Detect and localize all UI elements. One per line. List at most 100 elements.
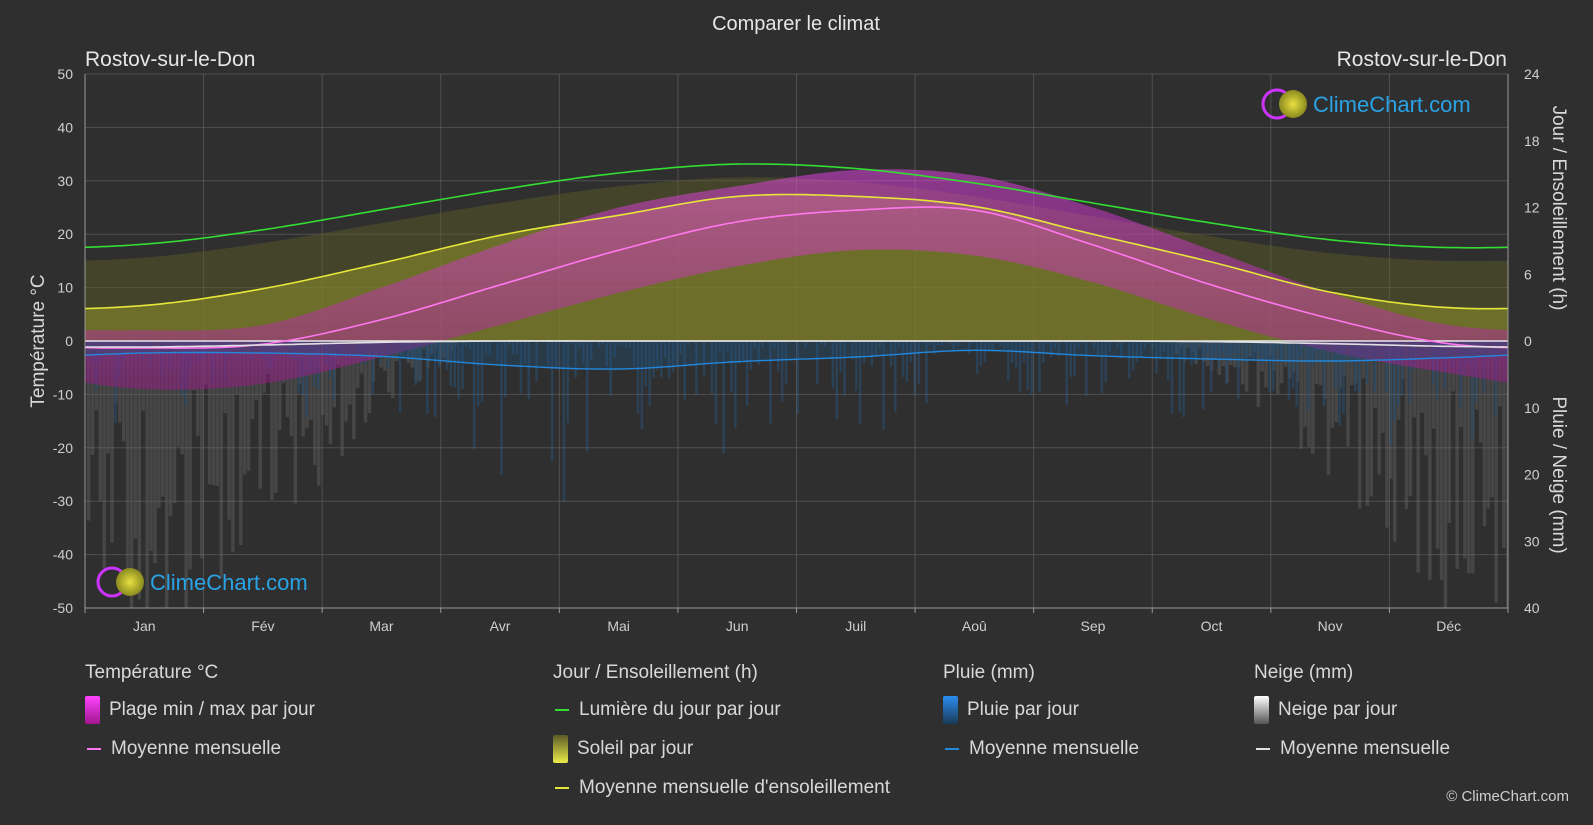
rain-day-bar xyxy=(652,341,655,378)
rain-day-bar xyxy=(1287,341,1291,400)
snow-day-bar xyxy=(270,341,274,501)
logo-text: ClimeChart.com xyxy=(150,570,308,595)
snow-day-bar xyxy=(1381,341,1385,433)
rain-day-bar xyxy=(851,341,854,360)
snow-day-bar xyxy=(168,341,173,517)
snow-day-bar xyxy=(258,341,262,489)
snow-day-bar xyxy=(164,341,169,608)
y-right-top-tick-label: 6 xyxy=(1524,266,1532,282)
snow-day-bar xyxy=(1276,341,1280,395)
rain-day-bar xyxy=(1096,341,1100,355)
rain-day-bar xyxy=(995,341,998,344)
rain-day-bar xyxy=(1092,341,1096,349)
rain-day-bar xyxy=(1069,341,1072,377)
logo-bottom[interactable]: ClimeChart.com xyxy=(96,566,308,598)
rain-day-bar xyxy=(777,341,780,372)
legend-label: Pluie par jour xyxy=(967,699,1079,720)
snow-day-bar xyxy=(207,341,212,484)
rain-day-bar xyxy=(636,341,640,414)
rain-day-bar xyxy=(398,341,402,413)
snow-day-bar xyxy=(391,341,395,399)
snow-day-bar xyxy=(231,341,235,553)
snow-day-bar xyxy=(1233,341,1237,368)
legend-sun: Jour / Ensoleillement (h) Lumière du jou… xyxy=(553,662,890,815)
snow-day-bar xyxy=(1303,341,1307,427)
rain-day-bar xyxy=(1194,341,1197,362)
chart-title: Comparer le climat xyxy=(712,13,880,35)
rain-day-bar xyxy=(1077,341,1080,348)
snow-day-bar xyxy=(200,341,204,559)
snow-day-bar xyxy=(1432,341,1436,429)
rain-day-bar xyxy=(1049,341,1053,358)
rain-day-bar xyxy=(745,341,749,406)
rain-day-bar xyxy=(410,341,413,359)
rain-day-bar xyxy=(437,341,441,368)
rain-day-bar xyxy=(1178,341,1182,413)
snow-day-bar xyxy=(1428,341,1432,580)
copyright: © ClimeChart.com xyxy=(1446,788,1569,805)
rain-day-bar xyxy=(1291,341,1295,389)
rain-day-bar xyxy=(1213,341,1217,355)
location-right: Rostov-sur-le-Don xyxy=(1337,48,1507,71)
rain-day-bar xyxy=(1233,341,1236,352)
rain-day-bar xyxy=(909,341,913,362)
rain-day-bar xyxy=(1237,341,1240,399)
snow-day-bar xyxy=(90,341,95,455)
rain-day-bar xyxy=(726,341,729,352)
logo-top[interactable]: ClimeChart.com xyxy=(1261,88,1471,120)
rain-day-bar xyxy=(1400,341,1404,396)
y-left-tick-label: -10 xyxy=(53,386,73,402)
rain-day-bar xyxy=(1182,341,1185,418)
daily-bands xyxy=(86,341,1508,608)
x-tick-label: Aoû xyxy=(962,618,987,634)
snow-day-bar xyxy=(219,341,223,578)
rain-day-bar xyxy=(741,341,745,361)
snow-day-bar xyxy=(1467,341,1471,574)
rain-day-bar xyxy=(582,341,585,363)
rain-day-bar xyxy=(1393,341,1396,422)
rain-day-bar xyxy=(921,341,924,344)
rain-day-bar xyxy=(1116,341,1119,349)
y-axis-right-top-label: Jour / Ensoleillement (h) xyxy=(1548,106,1569,311)
sunshine-swatch xyxy=(553,735,568,763)
rain-day-bar xyxy=(671,341,675,373)
legend-item-snow: Neige par jour xyxy=(1254,696,1450,724)
snow-day-bar xyxy=(1424,341,1428,456)
rain-day-bar xyxy=(971,341,975,344)
rain-day-bar xyxy=(975,341,979,375)
rain-day-bar xyxy=(453,341,456,388)
snow-day-bar xyxy=(1264,341,1268,388)
snow-day-bar xyxy=(1330,341,1335,428)
snow-mean-line xyxy=(85,340,1508,348)
daylight-line xyxy=(85,163,1508,249)
snow-day-bar xyxy=(1416,341,1420,573)
rain-day-bar xyxy=(554,341,558,369)
rain-day-bar xyxy=(1299,341,1302,356)
rain-area xyxy=(85,341,1508,370)
rain-day-bar xyxy=(484,341,488,354)
rain-day-bar xyxy=(1081,341,1084,344)
rain-day-bar xyxy=(1354,341,1357,391)
rain-day-bar xyxy=(675,341,679,366)
rain-day-bar xyxy=(504,341,507,398)
rain-day-bar xyxy=(983,341,987,362)
rain-day-bar xyxy=(1279,341,1283,363)
rain-day-bar xyxy=(418,341,421,383)
snow-day-bar xyxy=(106,341,110,454)
rain-day-bar xyxy=(702,341,706,377)
y-right-top-tick-label: 0 xyxy=(1524,333,1532,349)
series-lines xyxy=(85,163,1508,370)
rain-day-bar xyxy=(1057,341,1061,357)
rain-day-bar xyxy=(1174,341,1178,350)
rain-day-bar xyxy=(1170,341,1174,414)
rain-day-bar xyxy=(1322,341,1326,407)
rain-day-bar xyxy=(1065,341,1068,405)
snow-day-bar xyxy=(1256,341,1260,407)
rain-day-bar xyxy=(804,341,807,348)
legend-item-sunshine: Soleil par jour xyxy=(553,735,890,763)
temp-mean-line xyxy=(85,206,1508,349)
rain-day-bar xyxy=(605,341,608,367)
rain-day-bar xyxy=(749,341,753,370)
rain-day-bar xyxy=(656,341,659,371)
snow-day-bar xyxy=(1435,341,1440,549)
